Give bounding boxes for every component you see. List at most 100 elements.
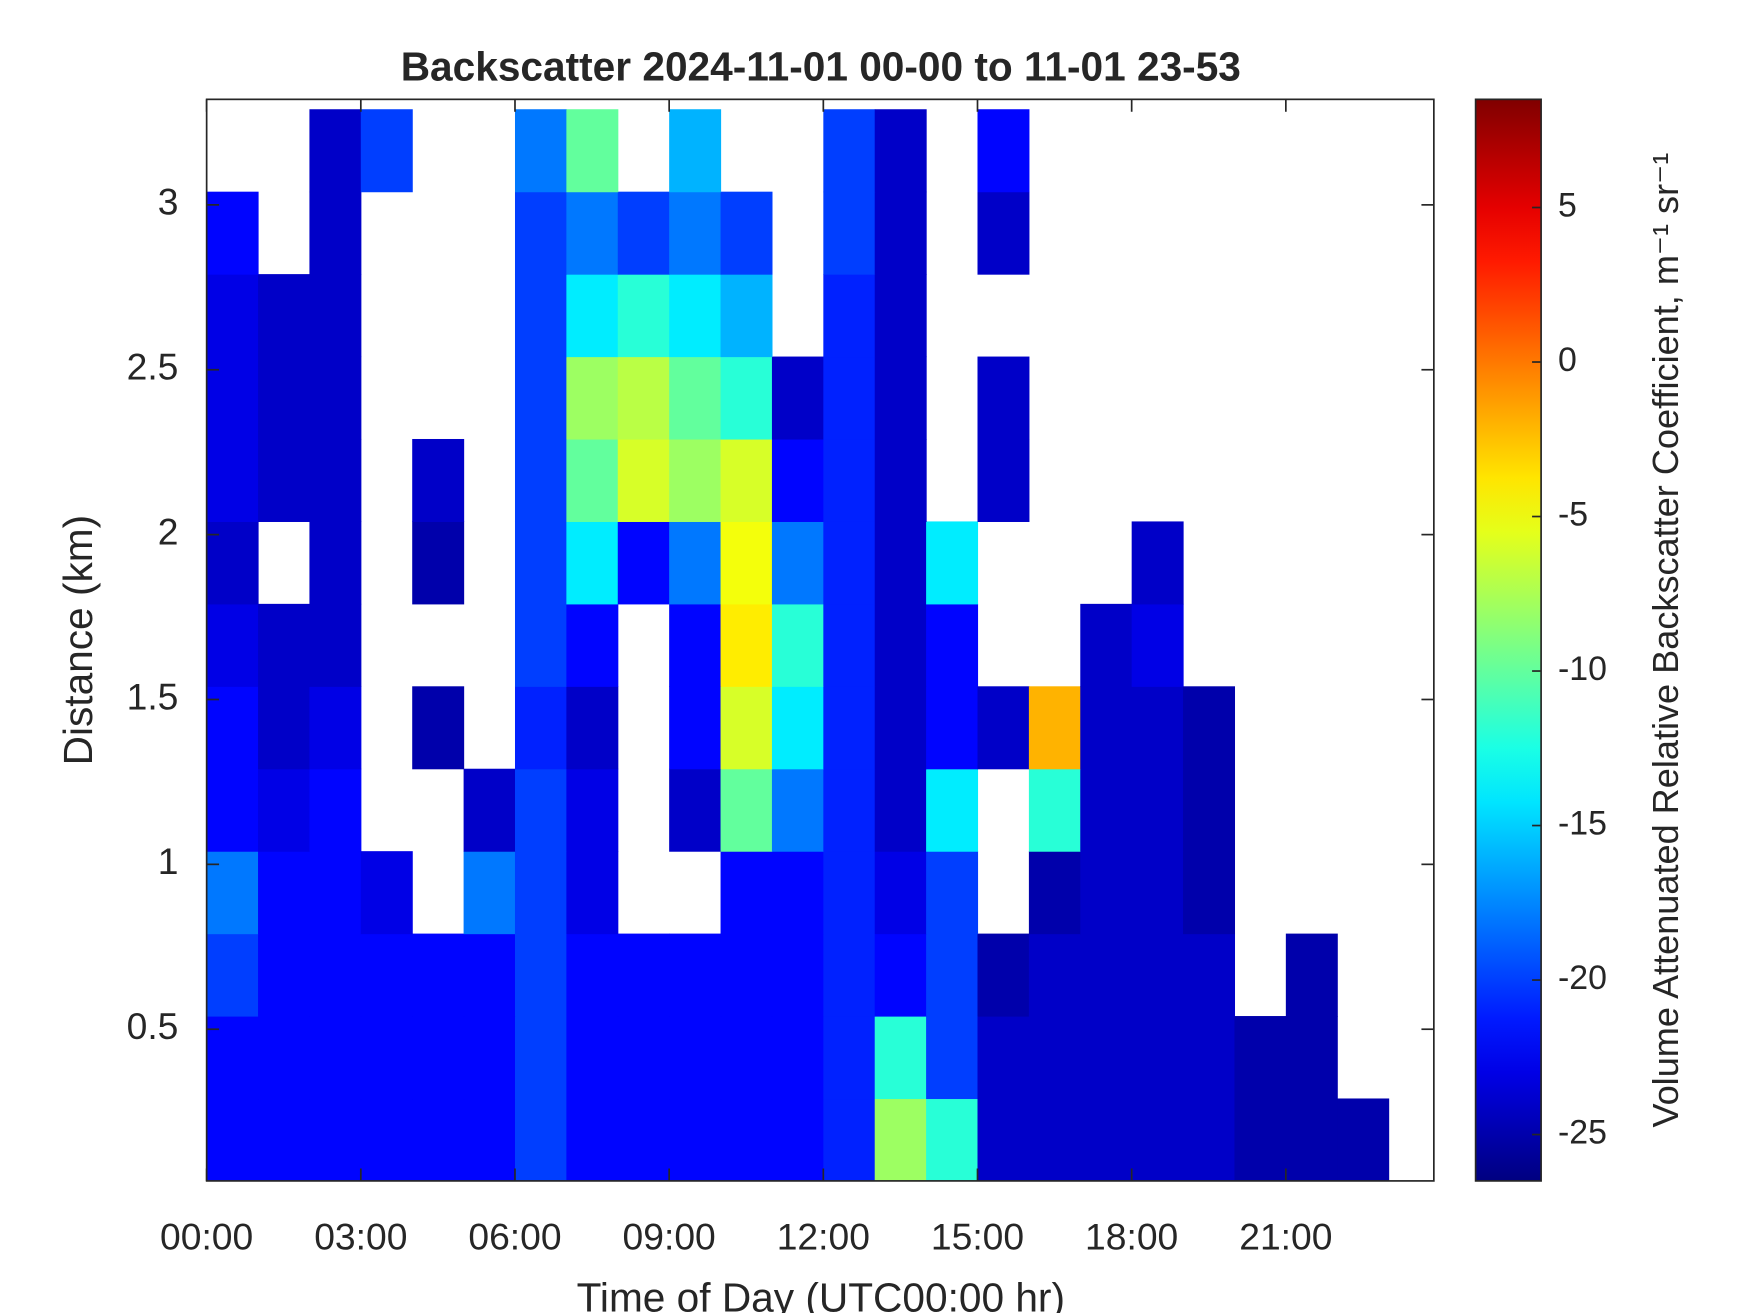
heatmap-cell bbox=[1285, 1098, 1338, 1181]
heatmap-cell bbox=[566, 768, 619, 852]
heatmap-cell bbox=[258, 686, 310, 770]
heatmap-cell bbox=[617, 933, 670, 1017]
heatmap-cell bbox=[566, 274, 619, 358]
heatmap-cell bbox=[206, 274, 259, 358]
heatmap-cell bbox=[926, 768, 979, 852]
x-tick-label: 06:00 bbox=[468, 1215, 561, 1257]
heatmap-cell bbox=[514, 933, 567, 1017]
heatmap-cell bbox=[669, 768, 722, 852]
colorbar-tick-label: -5 bbox=[1558, 495, 1588, 533]
heatmap-cell bbox=[566, 933, 619, 1017]
heatmap-cell bbox=[977, 191, 1030, 275]
heatmap-cell bbox=[617, 356, 670, 440]
heatmap-cell bbox=[617, 191, 670, 275]
heatmap-cell bbox=[360, 1016, 413, 1100]
heatmap-cell bbox=[669, 274, 722, 358]
heatmap-cell bbox=[669, 191, 722, 275]
heatmap-cell bbox=[309, 109, 362, 193]
heatmap-cell bbox=[566, 1098, 619, 1181]
x-tick-label: 18:00 bbox=[1085, 1215, 1178, 1257]
heatmap-cell bbox=[874, 356, 927, 440]
colorbar bbox=[1474, 98, 1542, 1182]
heatmap-cell bbox=[669, 356, 722, 440]
heatmap-cell bbox=[1028, 1098, 1081, 1181]
y-tick-label: 2 bbox=[158, 510, 179, 552]
heatmap-cell bbox=[771, 438, 824, 522]
heatmap-cell bbox=[771, 356, 824, 440]
heatmap-cell bbox=[926, 521, 979, 605]
y-tick-label: 1.5 bbox=[127, 675, 179, 717]
heatmap-cell bbox=[309, 768, 362, 852]
y-tick-label: 0.5 bbox=[127, 1005, 179, 1047]
heatmap-cell bbox=[309, 191, 362, 275]
heatmap-cell bbox=[771, 521, 824, 605]
heatmap-cell bbox=[874, 274, 927, 358]
heatmap-cell bbox=[463, 768, 516, 852]
heatmap-cell bbox=[823, 686, 876, 770]
heatmap-cell bbox=[977, 933, 1030, 1017]
x-tick-label: 15:00 bbox=[931, 1215, 1024, 1257]
heatmap-cell bbox=[258, 438, 310, 522]
heatmap-cell bbox=[566, 603, 619, 687]
heatmap-cell bbox=[514, 356, 567, 440]
heatmap-cell bbox=[360, 1098, 413, 1181]
colorbar-tick-label: -10 bbox=[1558, 650, 1607, 688]
heatmap-cell bbox=[309, 933, 362, 1017]
heatmap-cell bbox=[874, 109, 927, 193]
heatmap-cell bbox=[514, 191, 567, 275]
heatmap-cell bbox=[412, 1016, 465, 1100]
heatmap-cell bbox=[258, 851, 310, 935]
heatmap-cell bbox=[926, 686, 979, 770]
heatmap-cell bbox=[514, 109, 567, 193]
heatmap-cell bbox=[1080, 603, 1133, 687]
x-tick-label: 00:00 bbox=[160, 1215, 253, 1257]
heatmap-cell bbox=[823, 438, 876, 522]
heatmap-cell bbox=[463, 933, 516, 1017]
heatmap-cell bbox=[669, 1098, 722, 1181]
heatmap-cell bbox=[258, 1098, 310, 1181]
heatmap-cell bbox=[566, 191, 619, 275]
heatmap-cell bbox=[206, 603, 259, 687]
heatmap-cell bbox=[874, 1016, 927, 1100]
y-tick-label: 2.5 bbox=[127, 346, 179, 388]
heatmap-cell bbox=[669, 933, 722, 1017]
heatmap-cell bbox=[669, 438, 722, 522]
heatmap-cell bbox=[514, 274, 567, 358]
heatmap-cell bbox=[720, 438, 773, 522]
heatmap-cell bbox=[720, 356, 773, 440]
heatmap-cell bbox=[514, 1098, 567, 1181]
heatmap-cell bbox=[977, 356, 1030, 440]
heatmap-cell bbox=[412, 438, 465, 522]
heatmap-cell bbox=[309, 1016, 362, 1100]
heatmap-cell bbox=[514, 851, 567, 935]
heatmap-cell bbox=[874, 686, 927, 770]
heatmap-cell bbox=[926, 1098, 979, 1181]
heatmap-cell bbox=[1028, 686, 1081, 770]
heatmap-cell bbox=[309, 274, 362, 358]
heatmap-cell bbox=[823, 1098, 876, 1181]
heatmap-cell bbox=[566, 686, 619, 770]
heatmap-cell bbox=[514, 768, 567, 852]
heatmap-cell bbox=[309, 438, 362, 522]
heatmap-cell bbox=[1080, 1098, 1133, 1181]
x-tick-label: 03:00 bbox=[314, 1215, 407, 1257]
heatmap-cell bbox=[514, 686, 567, 770]
heatmap-cell bbox=[823, 933, 876, 1017]
heatmap-cell bbox=[258, 274, 310, 358]
heatmap-cell bbox=[874, 1098, 927, 1181]
heatmap-cell bbox=[463, 851, 516, 935]
heatmap-cell bbox=[258, 768, 310, 852]
heatmap-cell bbox=[617, 1016, 670, 1100]
heatmap-cell bbox=[1183, 768, 1236, 852]
heatmap-cell bbox=[1131, 933, 1184, 1017]
heatmap-cell bbox=[206, 768, 259, 852]
x-tick-label: 09:00 bbox=[623, 1215, 716, 1257]
heatmap-cell bbox=[823, 768, 876, 852]
heatmap-cell bbox=[977, 438, 1030, 522]
heatmap-cell bbox=[823, 521, 876, 605]
heatmap-cell bbox=[412, 1098, 465, 1181]
heatmap-cell bbox=[874, 768, 927, 852]
heatmap-cell bbox=[720, 851, 773, 935]
heatmap-cell bbox=[823, 1016, 876, 1100]
heatmap-cell bbox=[1234, 1016, 1287, 1100]
